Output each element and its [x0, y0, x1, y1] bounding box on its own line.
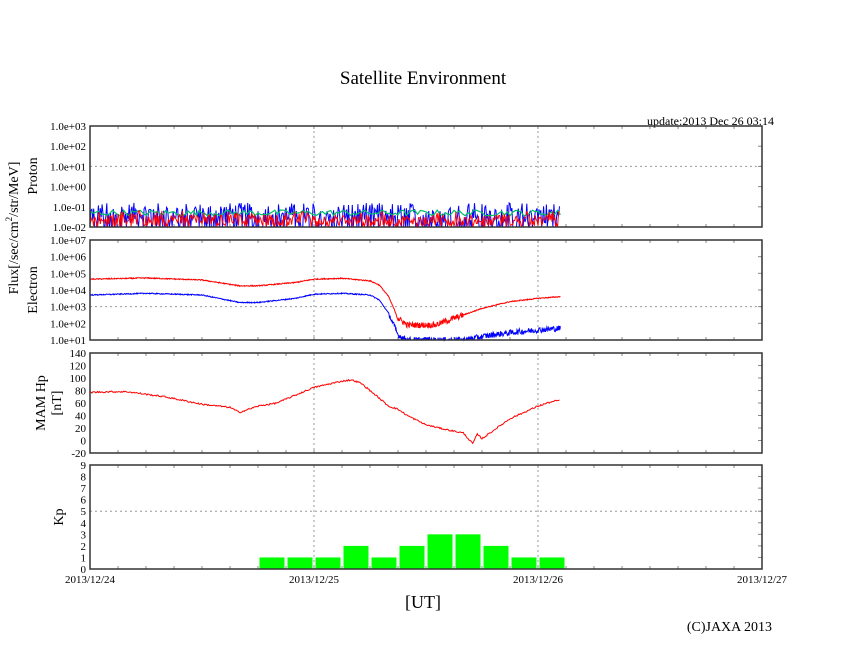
- y-tick-label: 1.0e+04: [50, 285, 86, 297]
- copyright: (C)JAXA 2013: [686, 620, 772, 635]
- y-tick-label: 1.0e+05: [50, 268, 86, 280]
- panel-frame: [89, 352, 763, 454]
- y-tick-label: 3: [81, 529, 87, 541]
- y-tick-label: 1.0e+03: [50, 121, 86, 133]
- y-tick-label: 0: [81, 436, 87, 448]
- proton-series-green: [89, 209, 561, 217]
- flux-label-suffix: /str/MeV]: [7, 162, 22, 217]
- panel-frame: [89, 464, 763, 570]
- kp-bar: [315, 557, 341, 569]
- y-tick-label: 1.0e-01: [53, 202, 86, 214]
- update-timestamp: update:2013 Dec 26 03:14: [647, 114, 774, 128]
- y-tick-label: 80: [75, 386, 87, 398]
- y-tick-label: 2: [81, 541, 87, 553]
- proton-axis-label: Proton: [26, 157, 41, 194]
- electron-series-blue: [89, 292, 561, 342]
- y-tick-label: 60: [75, 398, 87, 410]
- panel-electron: 1.0e+07 1.0e+06 1.0e+05 1.0e+04 1.0e+03 1.0e+…: [50, 235, 763, 347]
- panel-proton: 1.0e+03 1.0e+02 1.0e+01 1.0e+00 1.0e-01 1.0e-…: [50, 121, 763, 234]
- y-tick-label: 1.0e+02: [50, 141, 86, 153]
- y-tick-label: 5: [81, 506, 87, 518]
- kp-axis-label: Kp: [52, 508, 67, 525]
- y-tick-label: 100: [70, 373, 87, 385]
- x-tick-label: 2013/12/25: [289, 574, 340, 586]
- y-tick-label: 9: [81, 460, 87, 472]
- y-tick-label: 1.0e+00: [50, 182, 86, 194]
- electron-series-red: [89, 276, 561, 330]
- y-tick-label: 6: [81, 495, 87, 507]
- y-tick-label: 120: [70, 361, 87, 373]
- y-tick-label: 40: [75, 411, 87, 423]
- panel-frame: [89, 125, 763, 228]
- kp-bar: [539, 557, 565, 569]
- y-tick-label: 1.0e+07: [50, 235, 86, 247]
- x-tick-label: 2013/12/27: [737, 574, 788, 586]
- x-axis-label: [UT]: [405, 592, 441, 612]
- kp-bar: [343, 545, 369, 569]
- electron-axis-label: Electron: [26, 266, 41, 313]
- flux-label-prefix: Flux[/sec/cm: [7, 221, 22, 294]
- kp-bar: [371, 557, 397, 569]
- y-tick-label: 1.0e+01: [50, 335, 86, 347]
- y-tick-label: -20: [71, 448, 86, 460]
- kp-bar: [483, 545, 509, 569]
- kp-bar: [455, 534, 481, 569]
- x-tick-label: 2013/12/26: [513, 574, 564, 586]
- y-tick-label: 7: [81, 483, 87, 495]
- kp-bar: [287, 557, 313, 569]
- panel-frame: [89, 239, 763, 341]
- y-tick-label: 4: [81, 518, 87, 530]
- y-tick-label: 1.0e+03: [50, 302, 86, 314]
- flux-axis-label: Flux[/sec/cm2/str/MeV]: [4, 162, 22, 295]
- y-tick-label: 140: [70, 348, 87, 360]
- proton-series-red: [89, 210, 560, 229]
- y-tick-label: 0: [81, 564, 87, 576]
- kp-bar: [511, 557, 537, 569]
- y-tick-label: 8: [81, 472, 87, 484]
- y-tick-label: 20: [75, 423, 87, 435]
- chart-title: Satellite Environment: [339, 68, 507, 89]
- x-tick-label: 2013/12/24: [65, 574, 116, 586]
- y-tick-label: 1: [81, 552, 87, 564]
- y-tick-label: 1.0e+02: [50, 318, 86, 330]
- kp-bar: [399, 545, 425, 569]
- mam-hp-axis-label: MAM Hp: [34, 375, 49, 431]
- kp-bar: [427, 534, 453, 569]
- y-tick-label: 1.0e+06: [50, 252, 86, 264]
- flux-label-sup: 2: [4, 217, 14, 222]
- mam-hp-series: [89, 378, 560, 445]
- kp-bar: [259, 557, 285, 569]
- y-tick-label: 1.0e-02: [53, 222, 86, 234]
- mam-hp-unit-label: [nT]: [50, 391, 65, 416]
- y-tick-label: 1.0e+01: [50, 161, 86, 173]
